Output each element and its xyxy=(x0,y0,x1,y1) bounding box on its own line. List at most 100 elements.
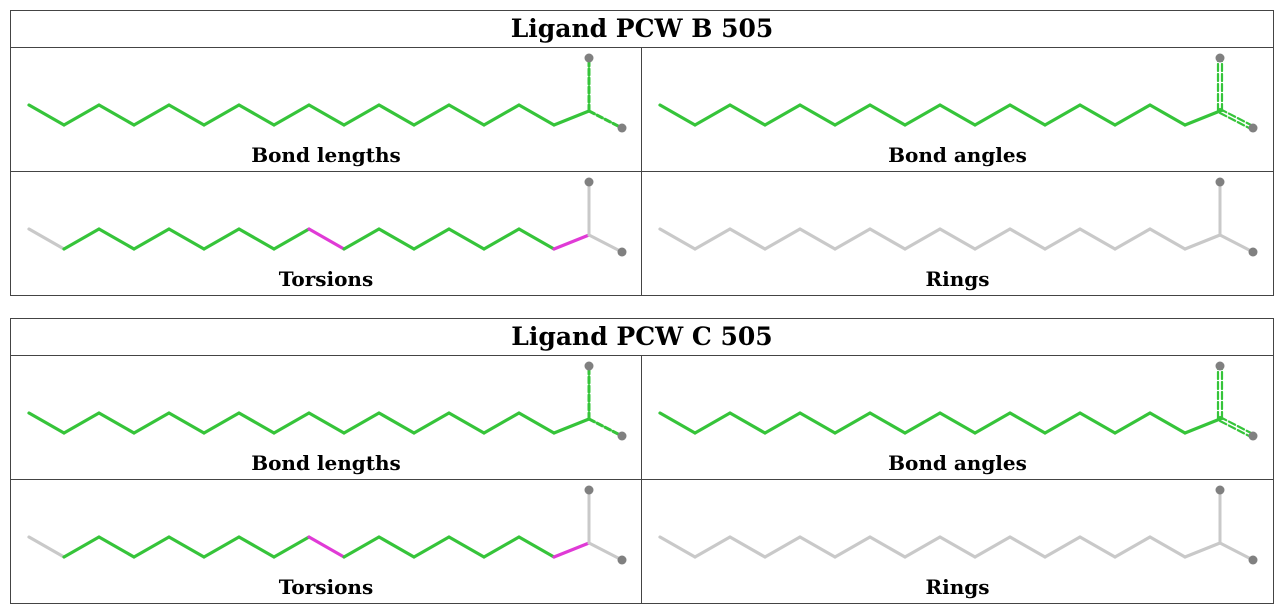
chain-bond xyxy=(868,411,907,435)
chain-bond xyxy=(482,411,521,435)
oxygen-atom xyxy=(617,555,627,565)
chain-bond xyxy=(658,103,697,127)
chain-bond xyxy=(693,411,732,435)
chain-bond xyxy=(1148,535,1187,559)
chain-bond xyxy=(202,411,241,435)
chain-bond xyxy=(1183,233,1222,251)
chain-bond xyxy=(728,411,767,435)
chain-bond xyxy=(482,103,521,127)
chain-bond xyxy=(27,227,66,251)
chain-bond xyxy=(798,535,837,559)
chain-bond xyxy=(1148,227,1187,251)
chain-bond xyxy=(728,535,767,559)
molecule-rings xyxy=(658,177,1258,257)
oxygen-atom xyxy=(617,123,627,133)
chain-bond xyxy=(903,411,942,435)
chain-bond xyxy=(237,103,276,127)
panel-torsions: Torsions xyxy=(11,172,642,296)
chain-bond xyxy=(798,103,837,127)
chain-bond xyxy=(307,535,346,559)
chain-bond xyxy=(798,411,837,435)
chain-bond xyxy=(377,103,416,127)
chain-bond xyxy=(412,535,451,559)
oxygen-atom xyxy=(1215,485,1225,495)
chain-bond xyxy=(938,535,977,559)
chain-bond xyxy=(1183,109,1222,127)
ligand-table-2: Ligand PCW C 505 Bond lengths Bond angle… xyxy=(10,318,1274,604)
panel-bond-lengths: Bond lengths xyxy=(11,48,642,172)
chain-bond xyxy=(447,103,486,127)
chain-bond xyxy=(693,535,732,559)
chain-bond xyxy=(272,103,311,127)
chain-bond xyxy=(1008,411,1047,435)
panel-caption: Bond angles xyxy=(888,143,1027,167)
chain-bond xyxy=(1183,417,1222,435)
oxygen-atom xyxy=(1248,247,1258,257)
chain-bond xyxy=(132,103,171,127)
molecule-bond-angles xyxy=(658,361,1258,441)
molecule-rings xyxy=(658,485,1258,565)
chain-bond xyxy=(272,227,311,251)
chain-bond xyxy=(412,411,451,435)
chain-bond xyxy=(903,227,942,251)
chain-bond xyxy=(728,103,767,127)
chain-bond xyxy=(517,227,556,251)
chain-bond xyxy=(728,227,767,251)
oxygen-atom xyxy=(617,247,627,257)
panel-caption: Bond angles xyxy=(888,451,1027,475)
chain-bond xyxy=(27,411,66,435)
chain-bond xyxy=(377,227,416,251)
panel-caption: Rings xyxy=(925,267,990,291)
panel-caption: Bond lengths xyxy=(251,143,401,167)
chain-bond xyxy=(552,417,591,435)
chain-bond xyxy=(237,411,276,435)
chain-bond xyxy=(517,103,556,127)
chain-bond xyxy=(1043,227,1082,251)
chain-bond xyxy=(798,227,837,251)
chain-bond xyxy=(1008,103,1047,127)
chain-bond xyxy=(1113,535,1152,559)
chain-bond xyxy=(272,411,311,435)
ester-bond xyxy=(587,109,624,130)
chain-bond xyxy=(97,103,136,127)
chain-bond xyxy=(1183,541,1222,559)
chain-bond xyxy=(1078,103,1117,127)
chain-bond xyxy=(237,227,276,251)
chain-bond xyxy=(412,227,451,251)
panel-caption: Bond lengths xyxy=(251,451,401,475)
chain-bond xyxy=(517,411,556,435)
oxygen-atom xyxy=(584,53,594,63)
chain-bond xyxy=(1113,411,1152,435)
oxygen-atom xyxy=(1248,555,1258,565)
chain-bond xyxy=(307,227,346,251)
ester-bond xyxy=(1218,233,1255,254)
chain-bond xyxy=(342,103,381,127)
chain-bond xyxy=(62,103,101,127)
chain-bond xyxy=(97,227,136,251)
chain-bond xyxy=(342,535,381,559)
panel-bond-angles: Bond angles xyxy=(642,356,1273,480)
chain-bond xyxy=(1043,535,1082,559)
chain-bond xyxy=(763,103,802,127)
chain-bond xyxy=(1078,227,1117,251)
oxygen-atom xyxy=(1248,123,1258,133)
chain-bond xyxy=(763,227,802,251)
chain-bond xyxy=(973,535,1012,559)
chain-bond xyxy=(27,535,66,559)
chain-bond xyxy=(342,411,381,435)
molecule-torsions xyxy=(27,485,627,565)
ligand-title: Ligand PCW C 505 xyxy=(11,319,1273,356)
ester-bond xyxy=(587,541,624,562)
chain-bond xyxy=(447,535,486,559)
molecule-bond-lengths xyxy=(27,361,627,441)
chain-bond xyxy=(658,535,697,559)
chain-bond xyxy=(938,227,977,251)
chain-bond xyxy=(447,411,486,435)
chain-bond xyxy=(903,103,942,127)
chain-bond xyxy=(167,535,206,559)
chain-bond xyxy=(833,535,872,559)
ester-bond xyxy=(1218,415,1255,436)
chain-bond xyxy=(62,227,101,251)
panel-bond-angles: Bond angles xyxy=(642,48,1273,172)
chain-bond xyxy=(132,535,171,559)
